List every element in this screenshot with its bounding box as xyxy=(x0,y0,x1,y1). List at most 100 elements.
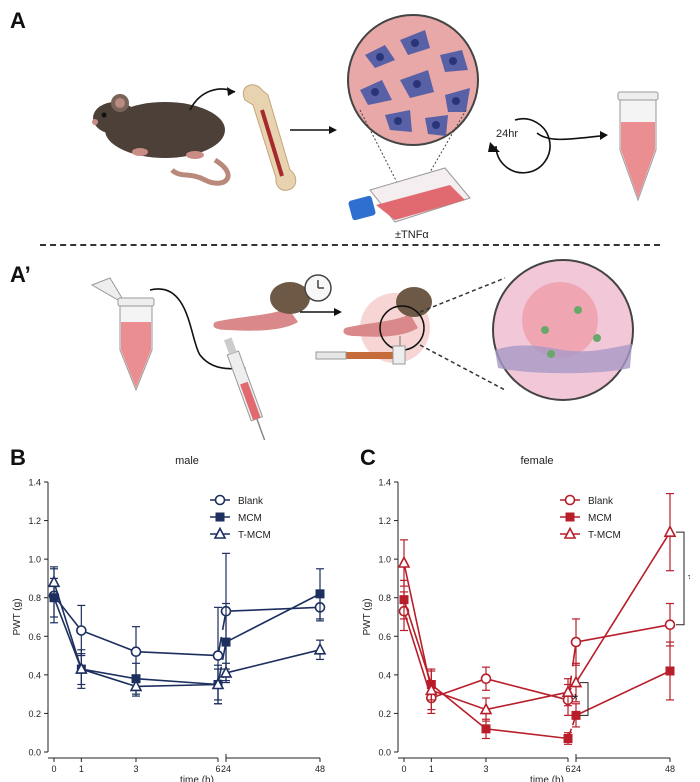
male-line xyxy=(225,649,321,674)
female-line xyxy=(575,670,671,717)
female-series-mcm xyxy=(399,579,675,745)
female-significance-star: * xyxy=(572,692,578,709)
female-point xyxy=(399,595,409,605)
female-x-tick-label: 24 xyxy=(571,764,581,774)
von-frey-filament xyxy=(315,336,406,365)
conditioned-media-tube xyxy=(617,91,659,202)
female-y-tick-label: 1.4 xyxy=(378,478,391,488)
male-legend: Blank MCM T-MCM xyxy=(210,494,271,541)
female-point xyxy=(570,636,582,648)
male-point xyxy=(130,646,142,658)
male-point xyxy=(75,661,88,674)
arrow-tube-to-syringe xyxy=(149,288,241,370)
male-y-tick-label: 1.2 xyxy=(28,516,41,526)
male-x-tick-label: 0 xyxy=(51,764,56,774)
female-line xyxy=(575,531,671,683)
inflamed-paw-illustration xyxy=(343,287,432,363)
bone-illustration xyxy=(242,84,297,191)
female-line xyxy=(575,623,671,643)
male-legend-marker xyxy=(214,494,226,506)
female-point xyxy=(561,684,575,698)
panel-label-a: A xyxy=(10,8,26,33)
male-x-tick-label: 24 xyxy=(221,764,231,774)
female-point xyxy=(664,619,676,631)
female-point xyxy=(480,673,492,685)
male-point xyxy=(47,575,61,588)
male-series-blank xyxy=(48,552,326,705)
male-point xyxy=(313,642,327,655)
cell-culture-magnification xyxy=(347,14,479,146)
female-point xyxy=(479,702,493,715)
female-y-tick-label: 0.8 xyxy=(378,593,391,603)
female-y-tick-label: 0.4 xyxy=(378,670,391,680)
panel-label-b: B xyxy=(10,445,26,470)
female-x-tick-label: 48 xyxy=(665,764,675,774)
female-x-tick-label: 6 xyxy=(565,764,570,774)
male-line xyxy=(53,595,219,657)
female-x-tick-label: 1 xyxy=(429,764,434,774)
media-tube xyxy=(90,277,155,392)
male-y-tick-label: 0.4 xyxy=(28,670,41,680)
female-legend-label: T-MCM xyxy=(588,530,621,541)
chart-female: female 0.0 0.2 0.4 0.6 0.8 1.0 1.2 1.4 PWT (g) 0 1 3… xyxy=(362,455,690,782)
male-y-tick-label: 1.0 xyxy=(28,555,41,565)
male-x-axis-label: time (h) xyxy=(180,775,214,782)
incubation-cycle: 24hr xyxy=(488,117,608,174)
female-legend-label: Blank xyxy=(588,496,614,507)
panel-label-c: C xyxy=(360,445,376,470)
male-x-tick-label: 6 xyxy=(215,764,220,774)
male-legend-marker xyxy=(215,512,225,522)
female-point xyxy=(569,675,583,688)
male-point xyxy=(221,637,231,647)
male-y-tick-label: 0.8 xyxy=(28,593,41,603)
treatment-label: ±TNFα xyxy=(395,229,429,240)
female-y-axis-label: PWT (g) xyxy=(362,598,373,635)
female-legend: Blank MCM T-MCM xyxy=(560,494,621,541)
clock-icon xyxy=(304,274,332,302)
male-legend-label: MCM xyxy=(238,513,262,524)
male-x-tick-label: 48 xyxy=(315,764,325,774)
male-legend-label: Blank xyxy=(238,496,264,507)
mouse-illustration xyxy=(92,94,231,186)
male-y-tick-label: 0.6 xyxy=(28,632,41,642)
hind-paw-illustration xyxy=(213,282,310,331)
female-y-tick-label: 0.0 xyxy=(378,748,391,758)
female-y-tick-label: 1.0 xyxy=(378,555,391,565)
tissue-magnification xyxy=(492,259,634,401)
incubation-label: 24hr xyxy=(496,128,518,140)
male-point xyxy=(76,625,87,636)
culture-flask-illustration xyxy=(348,167,471,223)
female-significance-star: * xyxy=(688,571,690,588)
male-point xyxy=(219,665,233,678)
section-divider xyxy=(40,244,660,246)
male-point xyxy=(212,650,224,661)
female-point xyxy=(397,555,411,568)
male-y-tick-label: 1.4 xyxy=(28,478,41,488)
female-x-tick-label: 0 xyxy=(401,764,406,774)
female-y-tick-label: 1.2 xyxy=(378,516,391,526)
male-series-t-mcm xyxy=(47,566,327,701)
female-point xyxy=(663,524,677,537)
female-series-blank xyxy=(398,591,676,716)
chart-male: male 0.0 0.2 0.4 0.6 0.8 1.0 1.2 1.4 PWT (g) 0 1 3 6 2… xyxy=(12,455,327,782)
female-significance-bracket xyxy=(676,531,685,626)
female-legend-marker xyxy=(565,512,575,522)
male-line xyxy=(225,606,321,613)
female-line xyxy=(403,562,569,711)
male-line xyxy=(53,582,219,688)
male-series-mcm xyxy=(49,568,325,705)
female-series-t-mcm xyxy=(397,492,677,722)
male-x-tick-label: 3 xyxy=(133,764,138,774)
syringe-illustration xyxy=(224,337,268,440)
schematic-a-prime xyxy=(90,259,634,440)
male-line xyxy=(53,597,219,686)
female-x-axis-label: time (h) xyxy=(530,775,564,782)
male-x-tick-label: 1 xyxy=(79,764,84,774)
female-y-tick-label: 0.2 xyxy=(378,709,391,719)
female-legend-marker xyxy=(563,526,577,539)
male-y-axis-label: PWT (g) xyxy=(12,598,23,635)
female-point xyxy=(425,683,438,696)
female-significance-bracket xyxy=(580,682,589,716)
female-title: female xyxy=(520,455,553,467)
female-line xyxy=(403,599,569,740)
